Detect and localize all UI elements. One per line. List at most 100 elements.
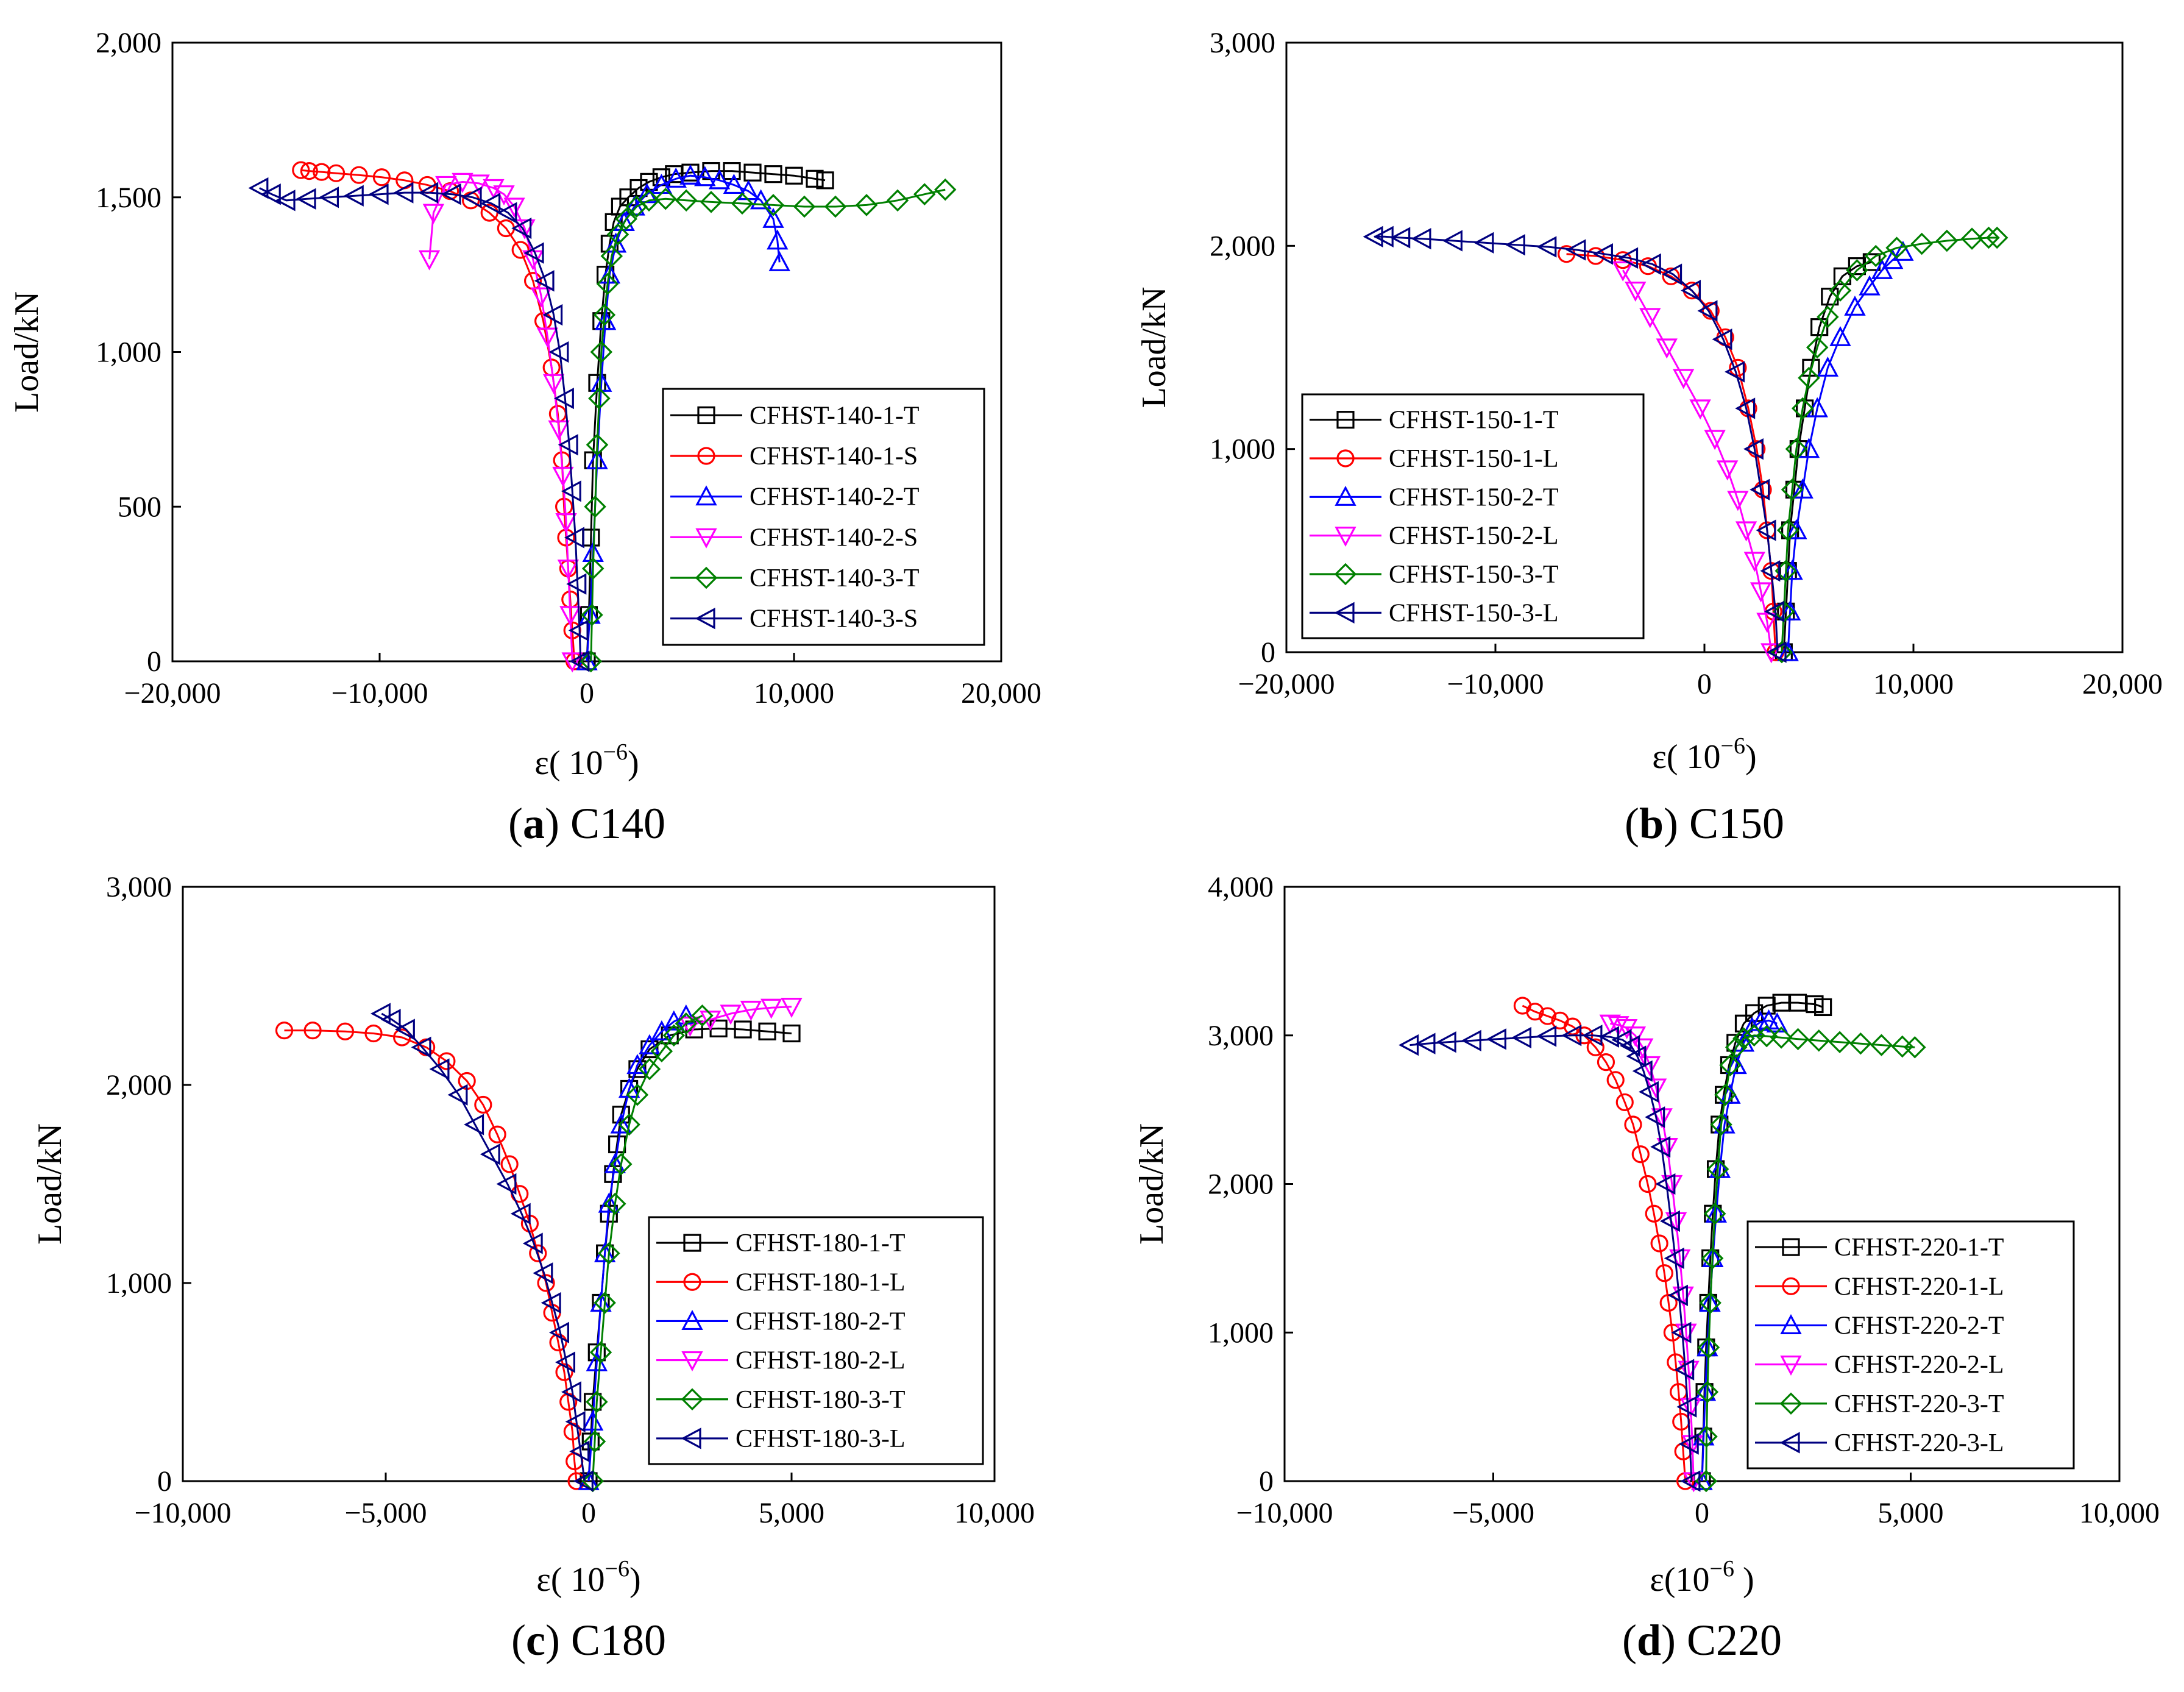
legend-swatch-marker bbox=[681, 1388, 704, 1411]
data-point bbox=[303, 1022, 322, 1040]
data-point bbox=[1655, 1173, 1676, 1195]
data-point bbox=[1859, 275, 1881, 296]
data-point bbox=[522, 1232, 543, 1254]
data-point bbox=[1703, 1202, 1726, 1225]
data-point bbox=[750, 189, 772, 210]
data-point bbox=[1598, 1026, 1619, 1048]
data-point bbox=[1779, 600, 1801, 620]
data-point bbox=[418, 182, 439, 204]
legend: CFHST-140-1-T CFHST-140-1-S CFHST-140-2-T C… bbox=[662, 388, 985, 646]
legend-label: CFHST-140-1-T bbox=[750, 402, 919, 430]
data-point bbox=[1719, 1054, 1742, 1076]
data-point bbox=[393, 182, 414, 204]
caption-paren-close: ) bbox=[545, 799, 570, 848]
y-tick-label: 0 bbox=[1261, 636, 1275, 669]
data-point bbox=[275, 190, 296, 212]
data-point bbox=[781, 998, 803, 1018]
caption-paren-close: ) bbox=[545, 1616, 571, 1665]
data-point bbox=[1701, 1247, 1724, 1270]
y-tick-label: 2,000 bbox=[96, 27, 161, 59]
data-point bbox=[723, 174, 745, 194]
x-tick-label: −5,000 bbox=[344, 1497, 427, 1529]
data-point bbox=[1624, 1115, 1642, 1134]
data-point bbox=[529, 1244, 547, 1262]
data-point bbox=[768, 251, 790, 271]
data-point bbox=[580, 650, 603, 673]
y-tick-label: 2,000 bbox=[1208, 1168, 1274, 1201]
data-point bbox=[1639, 308, 1661, 329]
x-tick-label: 10,000 bbox=[2079, 1497, 2160, 1529]
panel-caption: (b) C150 bbox=[1625, 799, 1784, 848]
chart-panel-b: −20,000 −10,000 0 10,000 20,000 0 1,000 2,000 3,… bbox=[1135, 27, 2163, 848]
data-point bbox=[665, 167, 687, 188]
data-point bbox=[553, 387, 574, 410]
data-point bbox=[675, 1012, 698, 1035]
caption-letter: a bbox=[523, 799, 545, 848]
data-point bbox=[1650, 1234, 1668, 1253]
data-point bbox=[319, 187, 339, 208]
data-point bbox=[561, 480, 581, 502]
data-point bbox=[411, 1036, 431, 1058]
legend-label: CFHST-180-3-L bbox=[736, 1425, 905, 1453]
legend-box bbox=[648, 1216, 984, 1465]
data-point bbox=[1587, 247, 1605, 265]
data-point bbox=[1664, 1247, 1684, 1270]
data-point bbox=[474, 1095, 492, 1114]
data-point bbox=[483, 179, 505, 199]
y-tick-label: 500 bbox=[118, 491, 161, 523]
data-point bbox=[542, 374, 565, 394]
data-point bbox=[336, 1022, 355, 1040]
data-point bbox=[452, 172, 473, 193]
series-line bbox=[428, 180, 573, 662]
data-point bbox=[573, 1470, 594, 1492]
data-point bbox=[548, 420, 570, 441]
legend-swatch-marker bbox=[695, 485, 717, 506]
data-point bbox=[1750, 582, 1772, 603]
x-axis-label-main: ε( 10 bbox=[536, 1561, 604, 1599]
data-point bbox=[1415, 1033, 1436, 1054]
data-point bbox=[565, 1410, 586, 1433]
data-point bbox=[1631, 1145, 1650, 1164]
data-point bbox=[1561, 1025, 1582, 1047]
x-axis-label-exponent: −6 bbox=[1710, 1556, 1734, 1582]
data-point bbox=[1461, 1029, 1481, 1051]
data-point bbox=[1565, 239, 1586, 261]
data-point bbox=[615, 208, 637, 230]
data-point bbox=[581, 1410, 604, 1431]
legend-swatch-marker bbox=[1334, 602, 1355, 624]
data-point bbox=[435, 176, 457, 196]
data-point bbox=[598, 1242, 620, 1265]
data-point bbox=[626, 1083, 649, 1106]
legend-swatch-marker bbox=[1335, 527, 1356, 547]
data-point bbox=[1785, 438, 1808, 460]
data-point bbox=[533, 1262, 553, 1284]
data-point bbox=[588, 387, 611, 410]
data-point bbox=[343, 185, 364, 207]
legend-swatch-marker bbox=[1779, 1432, 1800, 1454]
data-point bbox=[1662, 263, 1682, 285]
y-tick-label: 0 bbox=[147, 645, 161, 678]
y-tick-label: 0 bbox=[157, 1465, 172, 1498]
data-point bbox=[1615, 1093, 1634, 1112]
data-point bbox=[584, 495, 606, 518]
data-point bbox=[561, 652, 583, 673]
data-point bbox=[1689, 399, 1711, 420]
data-point bbox=[1781, 560, 1803, 580]
data-point bbox=[1513, 997, 1532, 1015]
data-point bbox=[1611, 1029, 1632, 1051]
data-point bbox=[610, 1113, 632, 1134]
x-tick-label: 0 bbox=[580, 677, 594, 709]
legend-swatch-marker bbox=[1336, 449, 1355, 467]
data-point bbox=[534, 270, 555, 292]
data-point bbox=[1760, 560, 1781, 582]
data-point bbox=[1674, 1359, 1695, 1381]
x-axis-label-close: ) bbox=[629, 1561, 641, 1599]
data-point bbox=[557, 560, 580, 580]
legend-label: CFHST-150-2-L bbox=[1389, 522, 1558, 550]
data-point bbox=[1671, 1321, 1692, 1343]
legend-label: CFHST-150-3-T bbox=[1389, 561, 1558, 589]
y-axis-label: Load/kN bbox=[8, 291, 46, 413]
data-point bbox=[558, 434, 578, 456]
data-point bbox=[593, 304, 616, 326]
